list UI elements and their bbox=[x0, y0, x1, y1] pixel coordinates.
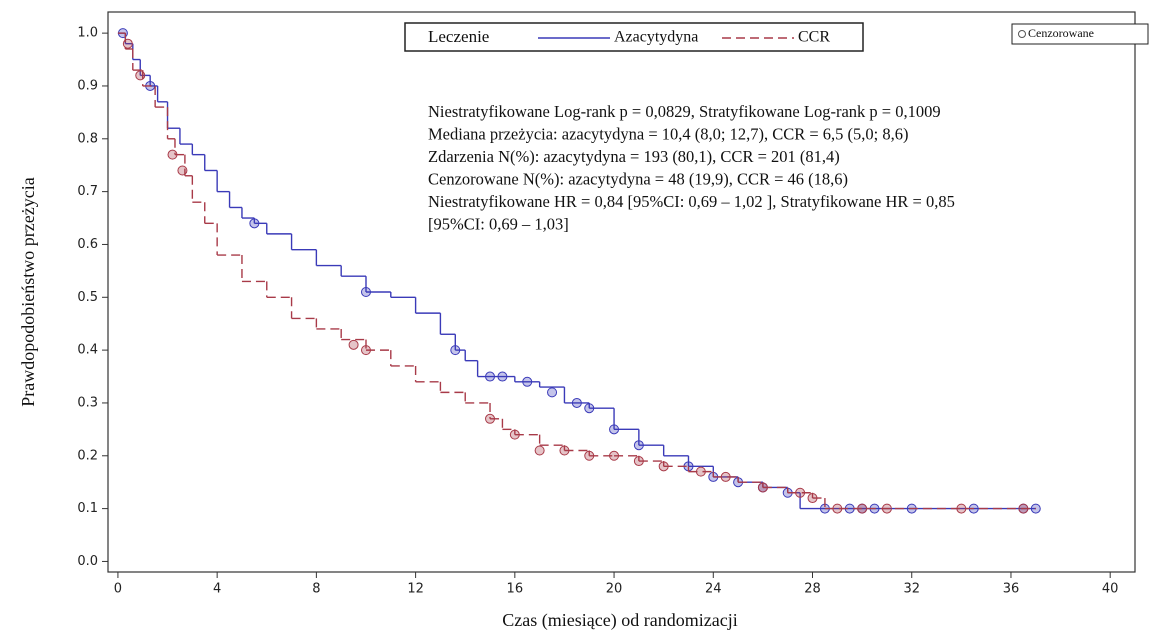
y-tick-label: 0.2 bbox=[77, 448, 98, 463]
x-tick-label: 4 bbox=[213, 582, 221, 597]
censor-mark bbox=[167, 149, 178, 160]
x-tick-label: 24 bbox=[705, 582, 722, 597]
annotation: Niestratyfikowane Log-rank p = 0,0829, S… bbox=[428, 102, 941, 121]
x-tick-label: 12 bbox=[407, 582, 424, 597]
x-tick-label: 16 bbox=[507, 582, 524, 597]
censor-mark bbox=[509, 429, 520, 440]
censor-mark bbox=[177, 165, 188, 176]
annotation: Zdarzenia N(%): azacytydyna = 193 (80,1)… bbox=[428, 147, 840, 166]
y-tick-label: 1.0 bbox=[77, 26, 98, 41]
legend-label: Azacytydyna bbox=[614, 29, 698, 46]
censor-mark bbox=[832, 503, 843, 514]
censor-mark bbox=[497, 371, 508, 382]
annotation: Mediana przeżycia: azacytydyna = 10,4 (8… bbox=[428, 124, 908, 143]
y-tick-label: 0.9 bbox=[77, 78, 98, 93]
plot-frame bbox=[107, 11, 1136, 573]
censor-mark bbox=[547, 387, 558, 398]
censor-mark bbox=[609, 424, 620, 435]
y-tick-label: 0.4 bbox=[77, 343, 98, 358]
censor-mark bbox=[249, 218, 260, 229]
censor-mark bbox=[584, 450, 595, 461]
censor-mark bbox=[609, 450, 620, 461]
y-tick-label: 0.3 bbox=[77, 395, 98, 410]
censor-mark bbox=[658, 461, 669, 472]
censor-mark bbox=[522, 376, 533, 387]
censor-mark bbox=[807, 493, 818, 504]
censor-mark bbox=[720, 471, 731, 482]
y-tick-label: 0.7 bbox=[77, 184, 98, 199]
legend-box bbox=[404, 22, 864, 52]
censor-mark bbox=[633, 440, 644, 451]
annotation: Cenzorowane N(%): azacytydyna = 48 (19,9… bbox=[428, 169, 848, 188]
legend-title: Leczenie bbox=[428, 27, 489, 46]
censor-mark bbox=[360, 287, 371, 297]
censor-mark bbox=[584, 403, 595, 414]
x-axis-label: Czas (miesiące) od randomizacji bbox=[502, 610, 737, 631]
censor-mark bbox=[135, 70, 146, 81]
y-tick-label: 0.1 bbox=[77, 501, 98, 516]
y-tick-label: 0.5 bbox=[77, 290, 98, 305]
censor-mark bbox=[757, 482, 768, 493]
censor-mark bbox=[571, 397, 582, 408]
x-tick-label: 40 bbox=[1102, 582, 1119, 597]
censor-mark bbox=[485, 413, 496, 424]
censor-mark bbox=[695, 466, 706, 477]
x-tick-label: 32 bbox=[903, 582, 920, 597]
censor-mark bbox=[795, 487, 806, 498]
censor-mark bbox=[360, 345, 371, 356]
y-tick-label: 0.0 bbox=[77, 554, 98, 569]
censor-mark bbox=[881, 503, 892, 514]
censor-mark bbox=[1018, 503, 1029, 514]
censor-mark bbox=[534, 445, 545, 456]
legend-label: CCR bbox=[798, 29, 830, 46]
censor-mark bbox=[956, 503, 967, 514]
censor-mark bbox=[633, 456, 644, 467]
censor-mark bbox=[122, 38, 133, 49]
x-tick-label: 8 bbox=[312, 582, 320, 597]
x-tick-label: 0 bbox=[114, 582, 122, 597]
annotation: [95%CI: 0,69 – 1,03] bbox=[428, 214, 569, 233]
censor-mark bbox=[348, 339, 359, 350]
x-tick-label: 28 bbox=[804, 582, 821, 597]
censor-mark bbox=[485, 371, 496, 382]
censor-mark bbox=[559, 445, 570, 456]
censor-legend-box bbox=[1011, 23, 1149, 45]
y-tick-label: 0.8 bbox=[77, 131, 98, 146]
censor-mark bbox=[450, 345, 461, 356]
x-tick-label: 20 bbox=[606, 582, 623, 597]
censor-legend-symbol bbox=[1018, 30, 1026, 38]
censor-mark bbox=[857, 503, 868, 514]
y-axis-label: Prawdopodobieństwo przeżycia bbox=[18, 177, 38, 406]
censor-legend-label: Cenzorowane bbox=[1028, 26, 1094, 40]
x-tick-label: 36 bbox=[1003, 582, 1020, 597]
y-tick-label: 0.6 bbox=[77, 237, 98, 252]
annotation: Niestratyfikowane HR = 0,84 [95%CI: 0,69… bbox=[428, 192, 955, 211]
